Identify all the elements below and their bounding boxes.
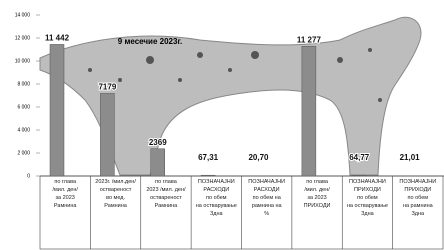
bar	[352, 175, 366, 176]
category-label: по глава /мил. ден/ за 2023 Рамнина	[41, 178, 89, 248]
category-label: ПОЗНАЧАЈНИ ПРИХОДИ по обем на рамнина Зд…	[394, 178, 442, 248]
y-tick-label: 4 000	[17, 127, 30, 133]
bar	[100, 93, 114, 176]
y-tick-label: 14 000	[15, 12, 31, 18]
background-artifact	[40, 17, 421, 175]
bar	[151, 149, 165, 176]
y-tick-label: 10 000	[15, 58, 31, 64]
category-label: по глава /мил. ден/ за 2023 ПРИХОДИ	[293, 178, 341, 248]
value-label: 11 442	[45, 34, 70, 43]
value-label: 64,77	[349, 153, 370, 162]
y-tick-label: 0	[27, 173, 30, 179]
y-tick-label: 12 000	[15, 35, 31, 41]
category-label: 2023г. /мил.ден/ оствареност во мед. Рам…	[91, 178, 139, 248]
value-label: 11 277	[297, 35, 322, 44]
value-label: 20,70	[248, 153, 269, 162]
value-label: 2369	[149, 138, 167, 147]
category-label: ПОЗНАЧАЈНИ РАСХОДИ по обем на остварувањ…	[192, 178, 240, 248]
bar	[302, 46, 316, 176]
category-label: ПОЗНАЧАЈНИ ПРИХОДИ по обем на остварувањ…	[343, 178, 391, 248]
bar	[50, 44, 64, 176]
bar	[201, 175, 215, 176]
category-label: по глава 2023 /мил. ден/ оствареност Рам…	[142, 178, 190, 248]
y-tick-label: 8 000	[17, 81, 30, 87]
value-label: 21,01	[400, 153, 421, 162]
value-label: 67,31	[198, 153, 219, 162]
category-label: ПОЗНАЧАЈНИ РАСХОДИ по обем на рамнина на…	[243, 178, 291, 248]
chart-title: 9 месечие 2023г.	[118, 37, 182, 46]
y-tick-label: 2 000	[17, 150, 30, 156]
chart-page: 9 месечие 2023г. 0 2 000 4 000 6 000 8 000 10…	[0, 0, 444, 250]
y-tick-label: 6 000	[17, 104, 30, 110]
value-label: 7179	[98, 83, 116, 92]
